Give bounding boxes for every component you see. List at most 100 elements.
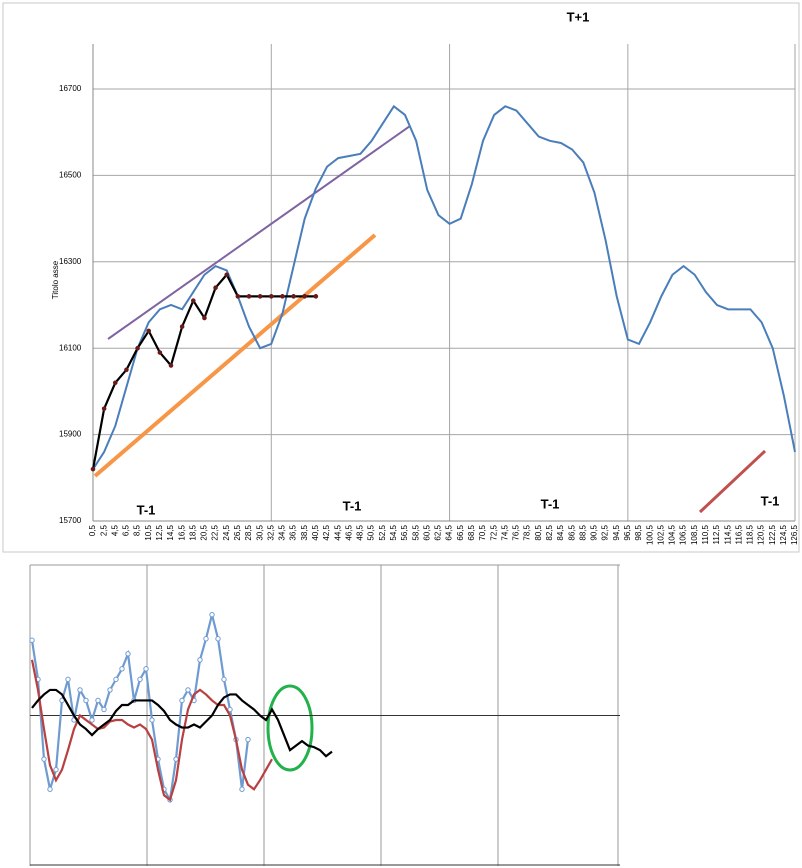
x-tick-label: 32,5 xyxy=(266,524,275,540)
x-tick-label: 58,5 xyxy=(411,524,420,540)
data-point xyxy=(235,294,241,299)
highlight-ellipse xyxy=(266,684,314,772)
x-tick-label: 30,5 xyxy=(255,524,264,540)
x-tick-label: 50,5 xyxy=(367,524,376,540)
data-point xyxy=(302,294,308,299)
x-tick-label: 102,5 xyxy=(656,524,665,545)
x-tick-label: 88,5 xyxy=(578,524,587,540)
x-tick-label: 52,5 xyxy=(378,524,387,540)
x-tick-label: 34,5 xyxy=(278,524,287,540)
x-tick-label: 36,5 xyxy=(289,524,298,540)
x-tick-label: 42,5 xyxy=(322,524,331,540)
x-tick-label: 104,5 xyxy=(668,524,677,545)
x-tick-label: 20,5 xyxy=(200,524,209,540)
x-tick-label: 78,5 xyxy=(523,524,532,540)
x-tick-label: 4,5 xyxy=(110,524,119,536)
annotation: T-1 xyxy=(137,502,156,517)
x-tick-label: 28,5 xyxy=(244,524,253,540)
x-tick-label: 72,5 xyxy=(489,524,498,540)
data-point xyxy=(135,345,140,351)
x-tick-label: 14,5 xyxy=(166,524,175,540)
trendline xyxy=(107,125,411,340)
x-tick-label: 126,5 xyxy=(790,524,799,545)
x-tick-label: 124,5 xyxy=(779,524,788,545)
data-point xyxy=(90,466,96,472)
x-tick-label: 12,5 xyxy=(155,524,164,540)
x-tick-label: 68,5 xyxy=(467,524,476,540)
y-tick-label: 16500 xyxy=(59,171,82,180)
data-point xyxy=(101,706,107,713)
annotation: T-1 xyxy=(541,496,560,511)
x-tick-label: 46,5 xyxy=(344,524,353,540)
x-tick-label: 38,5 xyxy=(300,524,309,540)
annotation: T-1 xyxy=(343,498,362,513)
data-point xyxy=(185,687,191,693)
data-point xyxy=(149,717,155,723)
data-point xyxy=(268,294,274,299)
series-line xyxy=(92,104,796,470)
data-point xyxy=(291,294,296,299)
data-point xyxy=(209,611,215,618)
data-point xyxy=(173,756,179,762)
data-point xyxy=(83,697,89,704)
data-point xyxy=(101,406,107,411)
data-point xyxy=(125,651,131,657)
x-tick-label: 92,5 xyxy=(601,524,610,540)
trendline xyxy=(93,233,377,478)
x-tick-label: 76,5 xyxy=(512,524,521,540)
chart-frame xyxy=(2,2,800,553)
x-tick-label: 2,5 xyxy=(99,524,108,536)
data-point xyxy=(157,350,163,355)
annotation: T-1 xyxy=(761,493,780,508)
data-point xyxy=(168,363,174,368)
data-point xyxy=(146,328,152,334)
series-line xyxy=(30,659,273,802)
x-tick-label: 74,5 xyxy=(500,524,509,540)
data-point xyxy=(29,637,35,643)
y-tick-label: 16300 xyxy=(59,257,82,266)
x-tick-label: 56,5 xyxy=(400,524,409,540)
y-tick-label: 15700 xyxy=(59,516,82,525)
x-tick-label: 114,5 xyxy=(723,524,732,544)
x-tick-label: 84,5 xyxy=(556,524,565,540)
grid xyxy=(92,44,796,522)
data-point xyxy=(137,676,143,683)
x-tick-label: 16,5 xyxy=(177,524,186,540)
x-tick-label: 64,5 xyxy=(445,524,454,540)
x-tick-label: 98,5 xyxy=(634,524,643,540)
x-tick-label: 80,5 xyxy=(534,524,543,540)
x-tick-label: 112,5 xyxy=(712,524,721,544)
x-tick-label: 96,5 xyxy=(623,524,632,540)
x-tick-label: 94,5 xyxy=(612,524,621,540)
x-tick-label: 110,5 xyxy=(701,524,710,544)
data-point xyxy=(246,294,252,299)
data-point xyxy=(257,294,263,299)
series-line xyxy=(31,688,333,758)
data-point xyxy=(53,766,59,773)
x-tick-label: 60,5 xyxy=(422,524,431,540)
x-tick-label: 100,5 xyxy=(645,524,654,545)
x-tick-label: 70,5 xyxy=(478,524,487,540)
data-point xyxy=(95,697,101,704)
data-point xyxy=(313,294,319,299)
data-point xyxy=(224,272,230,278)
chart-title: T+1 xyxy=(567,9,590,24)
x-tick-label: 66,5 xyxy=(456,524,465,540)
trendline xyxy=(698,449,767,514)
data-point xyxy=(107,687,113,693)
x-tick-label: 48,5 xyxy=(356,524,365,540)
data-point xyxy=(112,380,118,386)
data-point xyxy=(215,636,221,642)
data-point xyxy=(213,285,218,291)
x-tick-label: 116,5 xyxy=(734,524,743,544)
data-point xyxy=(179,697,185,704)
x-tick-label: 8,5 xyxy=(133,524,142,536)
x-tick-label: 54,5 xyxy=(389,524,398,540)
data-point xyxy=(143,666,149,672)
data-point xyxy=(179,324,185,329)
data-point xyxy=(124,367,129,373)
data-point xyxy=(280,294,285,299)
y-tick-label: 16100 xyxy=(59,343,82,352)
